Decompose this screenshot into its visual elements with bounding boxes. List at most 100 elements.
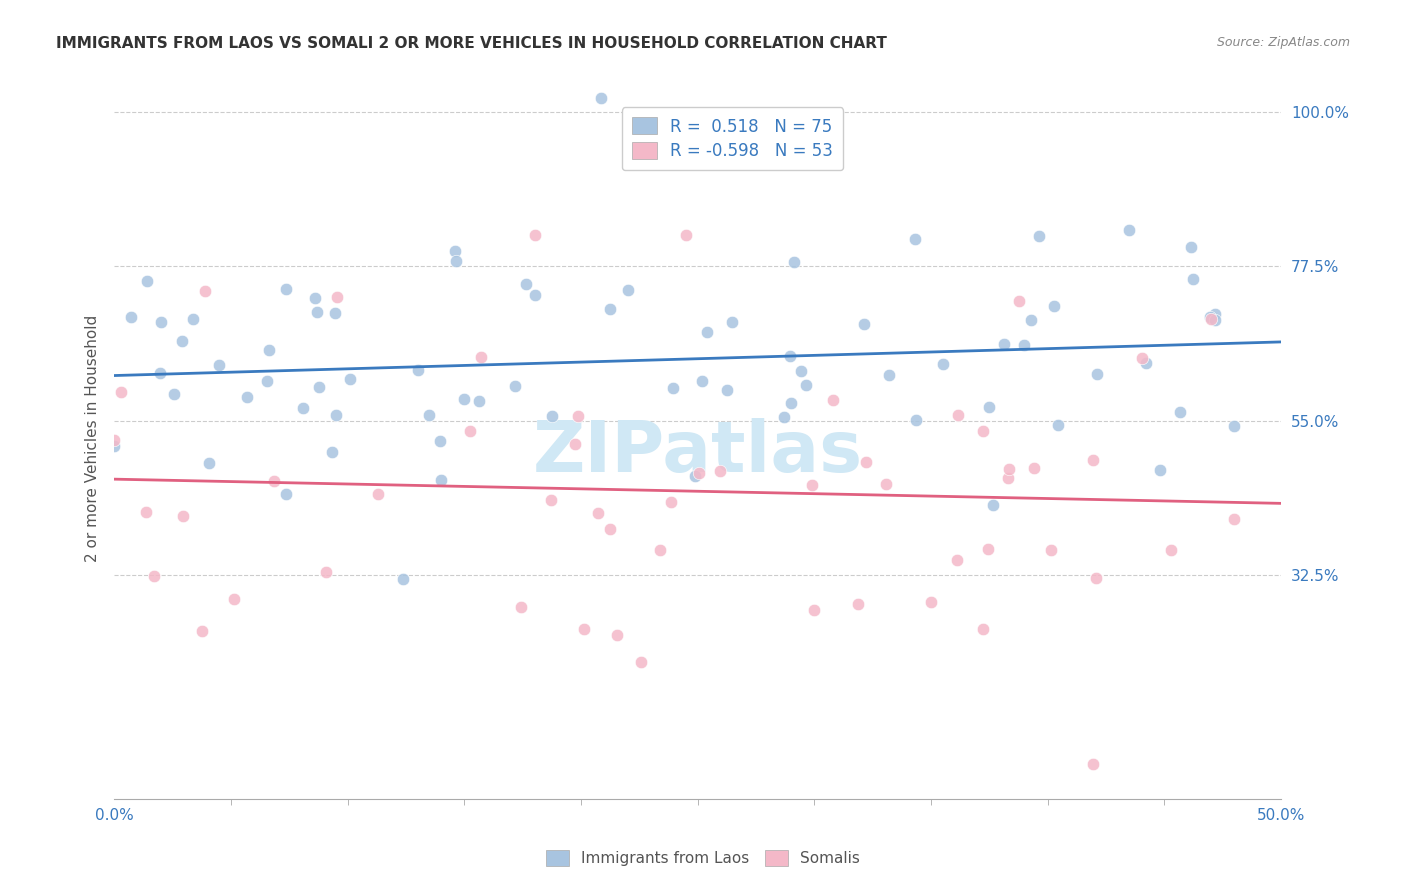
Point <box>773 409 796 424</box>
Point <box>1047 417 1070 432</box>
Point <box>661 495 683 509</box>
Point <box>172 508 194 523</box>
Point <box>564 437 586 451</box>
Text: Source: ZipAtlas.com: Source: ZipAtlas.com <box>1216 36 1350 49</box>
Point <box>801 478 824 492</box>
Point <box>503 379 526 393</box>
Point <box>339 372 361 386</box>
Point <box>946 409 969 423</box>
Point <box>997 471 1019 485</box>
Point <box>853 318 876 332</box>
Y-axis label: 2 or more Vehicles in Household: 2 or more Vehicles in Household <box>86 315 100 562</box>
Point <box>904 232 927 246</box>
Point <box>1019 313 1042 327</box>
Point <box>1081 757 1104 772</box>
Point <box>1204 313 1226 327</box>
Point <box>1022 461 1045 475</box>
Point <box>1135 356 1157 370</box>
Point <box>920 595 942 609</box>
Point <box>662 381 685 395</box>
Point <box>1223 512 1246 526</box>
Point <box>1084 570 1107 584</box>
Point <box>308 380 330 394</box>
Point <box>190 624 212 638</box>
Point <box>172 334 194 348</box>
Point <box>103 433 125 447</box>
Point <box>444 254 467 268</box>
Point <box>540 492 562 507</box>
Point <box>648 543 671 558</box>
Point <box>325 290 347 304</box>
Point <box>458 425 481 439</box>
Point <box>406 363 429 377</box>
Point <box>1043 299 1066 313</box>
Legend: R =  0.518   N = 75, R = -0.598   N = 53: R = 0.518 N = 75, R = -0.598 N = 53 <box>621 107 844 170</box>
Point <box>236 390 259 404</box>
Text: ZIPatlas: ZIPatlas <box>533 418 863 487</box>
Point <box>574 622 596 636</box>
Point <box>790 364 813 378</box>
Point <box>540 409 562 424</box>
Point <box>617 284 640 298</box>
Point <box>453 392 475 407</box>
Point <box>110 384 132 399</box>
Point <box>1008 294 1031 309</box>
Point <box>274 487 297 501</box>
Point <box>304 291 326 305</box>
Point <box>589 91 612 105</box>
Point <box>905 413 928 427</box>
Point <box>803 603 825 617</box>
Point <box>1180 240 1202 254</box>
Point <box>103 439 125 453</box>
Point <box>721 314 744 328</box>
Point <box>709 464 731 478</box>
Point <box>307 305 329 319</box>
Point <box>993 337 1015 351</box>
Point <box>875 476 897 491</box>
Point <box>325 409 347 423</box>
Point <box>606 628 628 642</box>
Point <box>323 306 346 320</box>
Point <box>586 506 609 520</box>
Point <box>523 228 546 243</box>
Point <box>198 456 221 470</box>
Point <box>1182 271 1205 285</box>
Point <box>136 275 159 289</box>
Point <box>321 444 343 458</box>
Point <box>256 374 278 388</box>
Point <box>675 228 697 243</box>
Point <box>1012 338 1035 352</box>
Point <box>524 288 547 302</box>
Point <box>1132 351 1154 365</box>
Point <box>224 591 246 606</box>
Point <box>783 255 806 269</box>
Point <box>683 468 706 483</box>
Point <box>599 523 621 537</box>
Point <box>1149 463 1171 477</box>
Point <box>1160 543 1182 558</box>
Point <box>1199 310 1222 324</box>
Point <box>181 312 204 326</box>
Point <box>972 622 994 636</box>
Point <box>690 374 713 388</box>
Point <box>142 569 165 583</box>
Point <box>149 316 172 330</box>
Point <box>780 396 803 410</box>
Point <box>208 358 231 372</box>
Point <box>509 600 531 615</box>
Point <box>1168 405 1191 419</box>
Point <box>430 474 453 488</box>
Point <box>392 572 415 586</box>
Point <box>194 284 217 298</box>
Point <box>163 387 186 401</box>
Point <box>630 655 652 669</box>
Point <box>1118 223 1140 237</box>
Point <box>1223 419 1246 434</box>
Text: IMMIGRANTS FROM LAOS VS SOMALI 2 OR MORE VEHICLES IN HOUSEHOLD CORRELATION CHART: IMMIGRANTS FROM LAOS VS SOMALI 2 OR MORE… <box>56 36 887 51</box>
Point <box>257 343 280 357</box>
Point <box>468 394 491 409</box>
Point <box>779 349 801 363</box>
Point <box>945 553 967 567</box>
Point <box>976 542 998 557</box>
Point <box>932 358 955 372</box>
